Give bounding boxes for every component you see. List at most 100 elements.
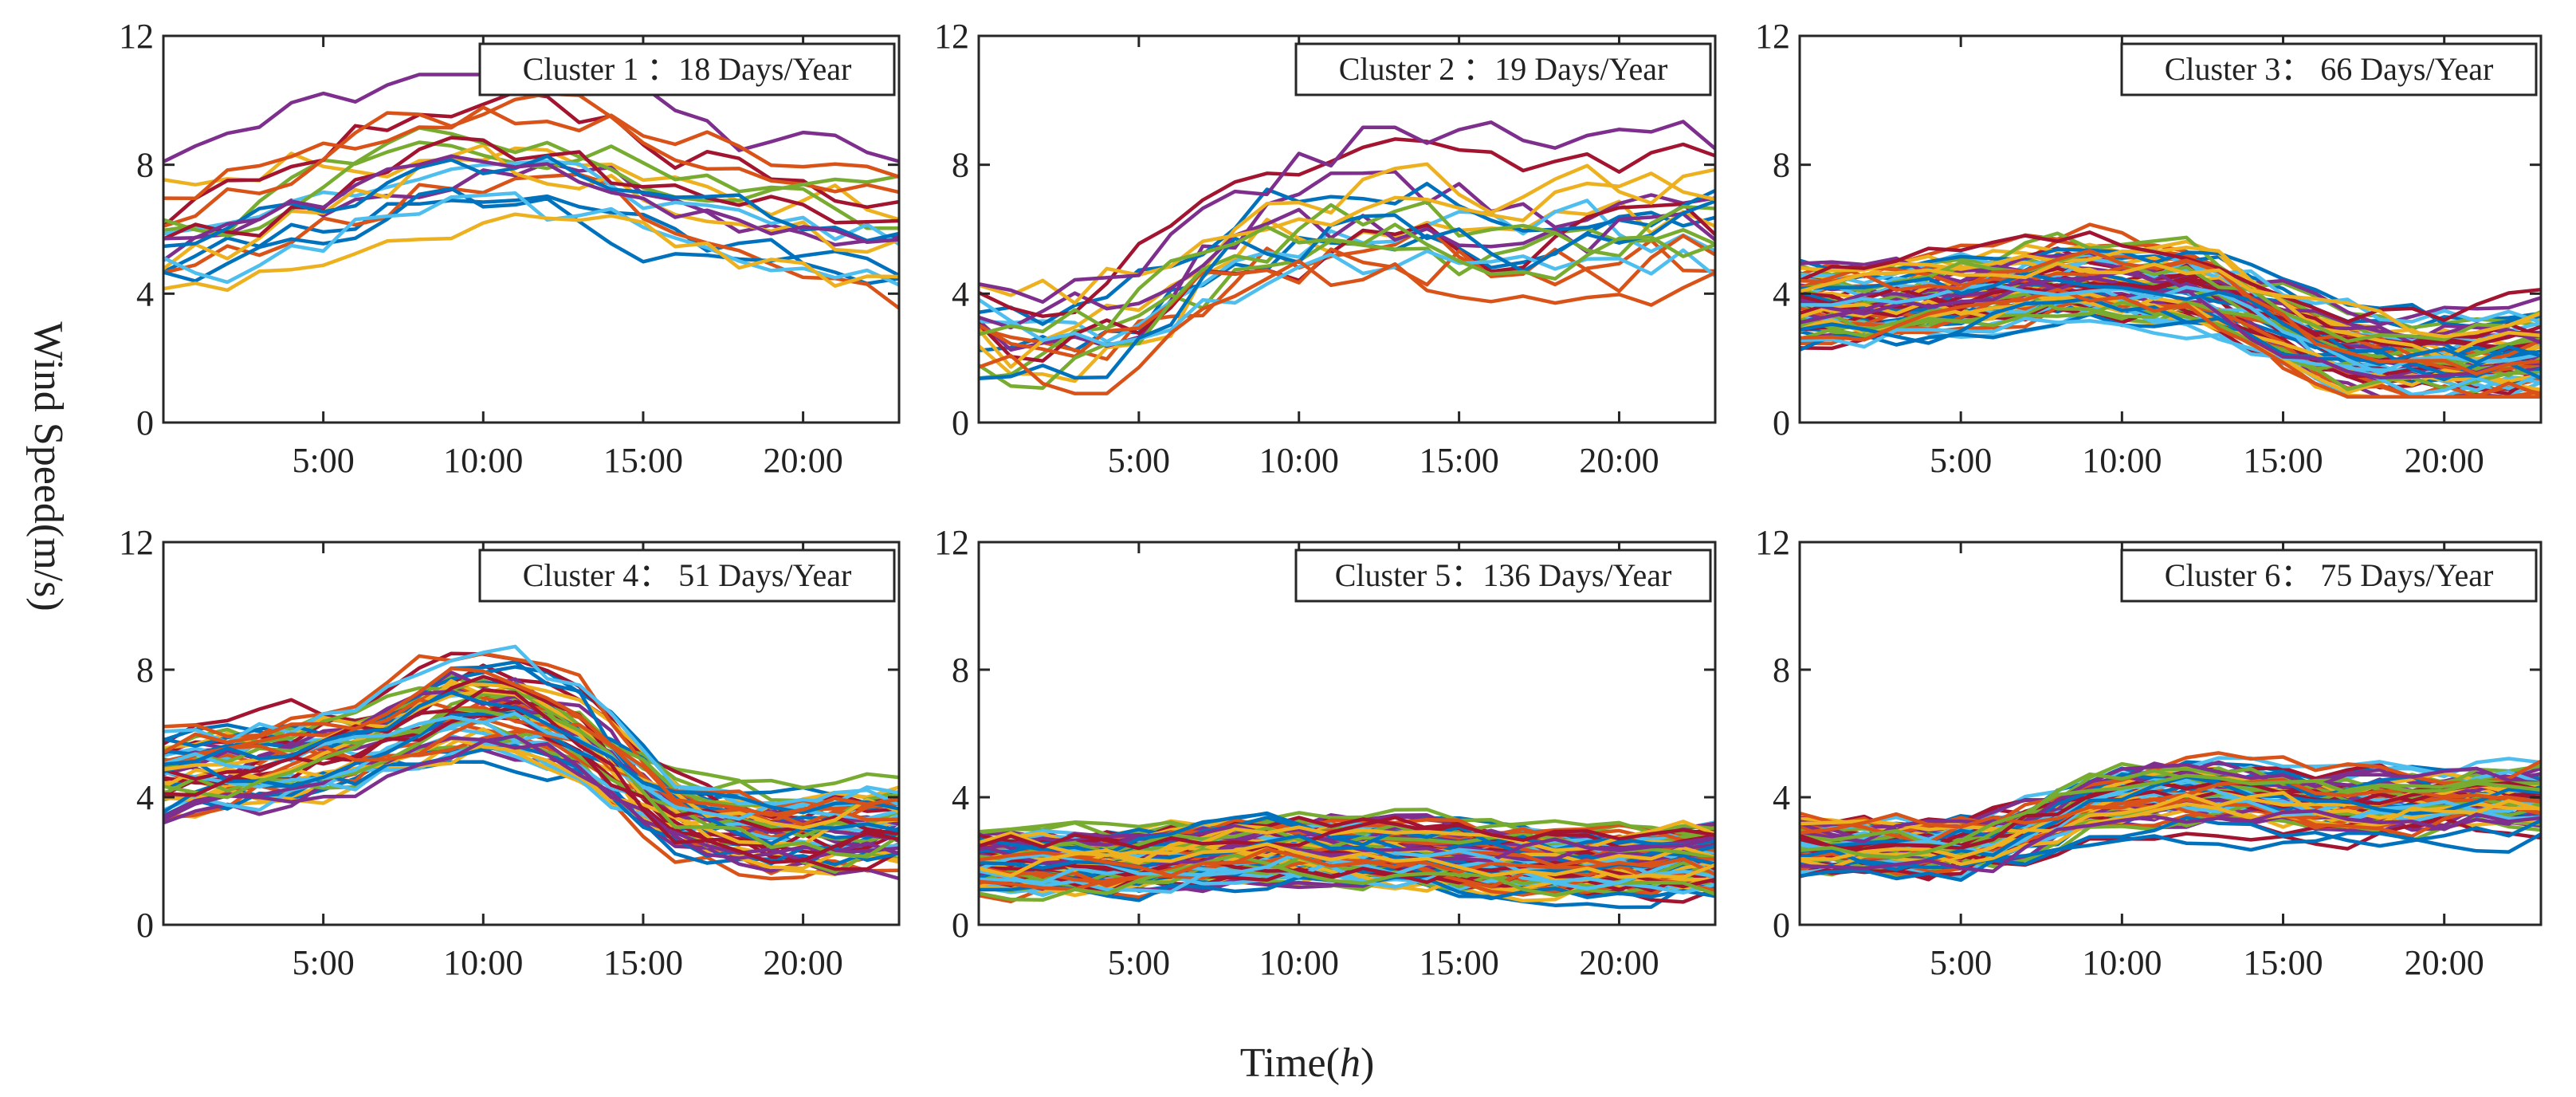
series-line-6 xyxy=(979,199,1715,344)
cluster-label-text: Cluster 3： 66 Days/Year xyxy=(2165,51,2494,87)
x-tick-label: 20:00 xyxy=(2405,943,2484,982)
series-line-13 xyxy=(979,248,1715,348)
cluster-panel-3: 0 4 8 12 5:00 10:00 15:00 20:00 Cluster 3： 66 Da… xyxy=(1755,17,2543,480)
series-line-62 xyxy=(1800,283,2541,375)
y-tick-label: 8 xyxy=(1773,146,1790,185)
curves-group xyxy=(163,644,899,881)
series-line-17 xyxy=(979,171,1715,305)
y-tick-label: 12 xyxy=(934,523,969,562)
series-line-70 xyxy=(1800,780,2541,854)
y-tick-label: 0 xyxy=(136,403,154,442)
series-line-64 xyxy=(1800,271,2541,367)
series-line-38 xyxy=(163,737,899,847)
cluster-panel-4: 0 4 8 12 5:00 10:00 15:00 20:00 Cluster 4： 51 Da… xyxy=(119,523,901,982)
x-axis-title-prefix: Time( xyxy=(1240,1040,1340,1086)
cluster-label-box xyxy=(1294,548,1712,603)
series-line-63 xyxy=(1800,230,2541,324)
x-tick-label: 15:00 xyxy=(2243,441,2323,480)
series-line-46 xyxy=(163,734,899,863)
series-line-66 xyxy=(1800,261,2541,339)
series-line-52 xyxy=(1800,292,2541,387)
series-line-136 xyxy=(979,842,1715,879)
series-line-75 xyxy=(1800,773,2541,859)
series-line-127 xyxy=(979,812,1715,856)
series-line-57 xyxy=(1800,831,2541,870)
y-tick-label: 8 xyxy=(1773,651,1790,690)
series-line-74 xyxy=(1800,809,2541,874)
series-line-133 xyxy=(979,816,1715,851)
y-tick-label: 12 xyxy=(1755,523,1790,562)
x-axis-title: Time(h) xyxy=(1240,1040,1375,1086)
y-tick-label: 12 xyxy=(119,523,154,562)
x-tick-label: 20:00 xyxy=(1579,943,1659,982)
cluster-label-text: Cluster 6： 75 Days/Year xyxy=(2165,557,2494,593)
cluster-label-text: Cluster 5：136 Days/Year xyxy=(1335,557,1672,593)
curves-group xyxy=(163,73,899,310)
series-line-18 xyxy=(979,120,1715,305)
y-tick-label: 12 xyxy=(934,17,969,56)
y-tick-label: 4 xyxy=(136,778,154,817)
series-line-26 xyxy=(163,678,899,792)
series-line-55 xyxy=(1800,317,2541,397)
cluster-label-box xyxy=(478,42,896,96)
series-line-16 xyxy=(979,259,1715,395)
series-line-18 xyxy=(163,154,899,245)
axes-frame xyxy=(1798,34,2543,424)
cluster-label-text: Cluster 4： 51 Days/Year xyxy=(523,557,852,593)
x-tick-label: 15:00 xyxy=(603,441,683,480)
series-line-10 xyxy=(979,162,1715,369)
series-line-58 xyxy=(1800,288,2541,399)
x-tick-label: 5:00 xyxy=(293,441,355,480)
cluster-panel-2: 0 4 8 12 5:00 10:00 15:00 20:00 Cluster 2 ：19 Da… xyxy=(934,17,1717,480)
y-tick-label: 4 xyxy=(1773,274,1790,313)
y-tick-label: 8 xyxy=(952,651,969,690)
axes-frame xyxy=(977,34,1717,424)
y-tick-label: 8 xyxy=(136,651,154,690)
series-line-135 xyxy=(979,847,1715,878)
cluster-panel-6: 0 4 8 12 5:00 10:00 15:00 20:00 Cluster 6： 75 Da… xyxy=(1755,523,2543,982)
y-axis-title: Wind Speed(m/s) xyxy=(26,321,71,611)
y-tick-label: 12 xyxy=(1755,17,1790,56)
curves-group xyxy=(979,808,1715,910)
cluster-panel-1: 0 4 8 12 5:00 10:00 15:00 20:00 Cluster 1 ：18 Da… xyxy=(119,17,901,480)
x-tick-label: 20:00 xyxy=(763,441,842,480)
series-line-59 xyxy=(1800,246,2541,360)
cluster-label-text: Cluster 1 ：18 Days/Year xyxy=(523,51,852,87)
series-line-19 xyxy=(979,222,1715,336)
x-tick-label: 5:00 xyxy=(293,943,355,982)
cluster-label-box xyxy=(2120,42,2538,96)
cluster-label-box xyxy=(1294,42,1712,96)
series-line-2 xyxy=(979,224,1715,361)
y-tick-label: 4 xyxy=(952,274,969,313)
x-axis-title-variable: h xyxy=(1340,1040,1361,1086)
x-tick-label: 10:00 xyxy=(2082,943,2162,982)
y-tick-label: 8 xyxy=(952,146,969,185)
x-tick-label: 20:00 xyxy=(763,943,842,982)
series-line-10 xyxy=(163,143,899,270)
y-tick-label: 0 xyxy=(136,906,154,945)
series-line-11 xyxy=(979,207,1715,330)
x-tick-label: 5:00 xyxy=(1108,943,1170,982)
x-tick-label: 10:00 xyxy=(1259,943,1339,982)
axes-frame xyxy=(1798,541,2543,926)
x-axis-title-suffix: ) xyxy=(1361,1040,1374,1086)
y-tick-label: 8 xyxy=(136,146,154,185)
series-line-65 xyxy=(1800,249,2541,376)
series-line-1 xyxy=(163,194,899,285)
series-line-15 xyxy=(979,199,1715,380)
series-line-73 xyxy=(1800,791,2541,862)
series-line-17 xyxy=(163,212,899,293)
y-tick-label: 4 xyxy=(952,778,969,817)
series-line-60 xyxy=(1800,269,2541,379)
series-line-2 xyxy=(163,172,899,310)
curves-group xyxy=(979,120,1715,395)
x-tick-label: 10:00 xyxy=(2082,441,2162,480)
x-tick-label: 10:00 xyxy=(443,441,523,480)
series-line-50 xyxy=(1800,313,2541,382)
x-tick-label: 15:00 xyxy=(1419,441,1498,480)
x-tick-label: 15:00 xyxy=(1419,943,1498,982)
x-tick-label: 15:00 xyxy=(2243,943,2323,982)
series-line-50 xyxy=(163,690,899,815)
x-tick-label: 20:00 xyxy=(2405,441,2484,480)
y-tick-label: 0 xyxy=(952,403,969,442)
